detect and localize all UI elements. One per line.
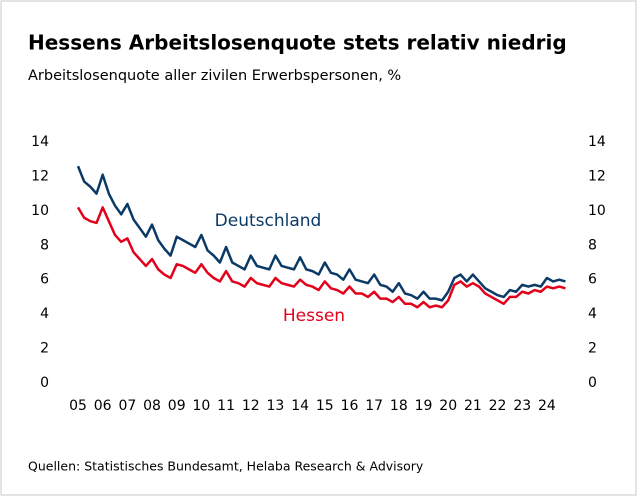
x-tick-label: 23 xyxy=(513,398,531,414)
y-tick-label: 0 xyxy=(40,375,49,391)
x-tick-label: 15 xyxy=(316,398,334,414)
y-tick-label: 2 xyxy=(40,341,49,357)
y-tick-label: 4 xyxy=(40,306,49,322)
series-line xyxy=(76,206,566,309)
y-tick-label: 14 xyxy=(31,134,49,150)
y2-tick-label: 14 xyxy=(588,134,606,150)
y2-tick-label: 10 xyxy=(588,203,606,219)
series-line xyxy=(76,165,566,302)
x-tick-label: 14 xyxy=(291,398,309,414)
y-tick-label: 8 xyxy=(40,237,49,253)
x-tick-label: 16 xyxy=(341,398,359,414)
x-tick-label: 18 xyxy=(390,398,408,414)
y-tick-label: 12 xyxy=(31,168,49,184)
x-tick-label: 12 xyxy=(242,398,260,414)
x-tick-label: 09 xyxy=(168,398,186,414)
x-tick-label: 13 xyxy=(267,398,285,414)
x-tick-label: 08 xyxy=(143,398,161,414)
source: Quellen: Statistisches Bundesamt, Helaba… xyxy=(28,459,424,474)
series-label: Deutschland xyxy=(215,211,322,231)
y2-tick-label: 2 xyxy=(588,341,597,357)
x-tick-label: 19 xyxy=(415,398,433,414)
x-tick-label: 21 xyxy=(464,398,482,414)
x-tick-label: 17 xyxy=(365,398,383,414)
y2-tick-label: 8 xyxy=(588,237,597,253)
x-tick-label: 22 xyxy=(489,398,507,414)
y-tick-label: 6 xyxy=(40,272,49,288)
chart-title: Hessens Arbeitslosenquote stets relativ … xyxy=(28,31,567,55)
x-tick-label: 20 xyxy=(439,398,457,414)
x-tick-label: 11 xyxy=(217,398,235,414)
series-label: Hessen xyxy=(283,306,345,326)
chart-subtitle: Arbeitslosenquote aller zivilen Erwerbsp… xyxy=(28,68,401,84)
y-tick-label: 10 xyxy=(31,203,49,219)
x-tick-label: 07 xyxy=(118,398,136,414)
x-tick-label: 10 xyxy=(192,398,210,414)
x-tick-label: 24 xyxy=(538,398,556,414)
y2-tick-label: 4 xyxy=(588,306,597,322)
x-tick-label: 05 xyxy=(69,398,87,414)
y2-tick-label: 0 xyxy=(588,375,597,391)
y2-tick-label: 6 xyxy=(588,272,597,288)
x-tick-label: 06 xyxy=(94,398,112,414)
y2-tick-label: 12 xyxy=(588,168,606,184)
